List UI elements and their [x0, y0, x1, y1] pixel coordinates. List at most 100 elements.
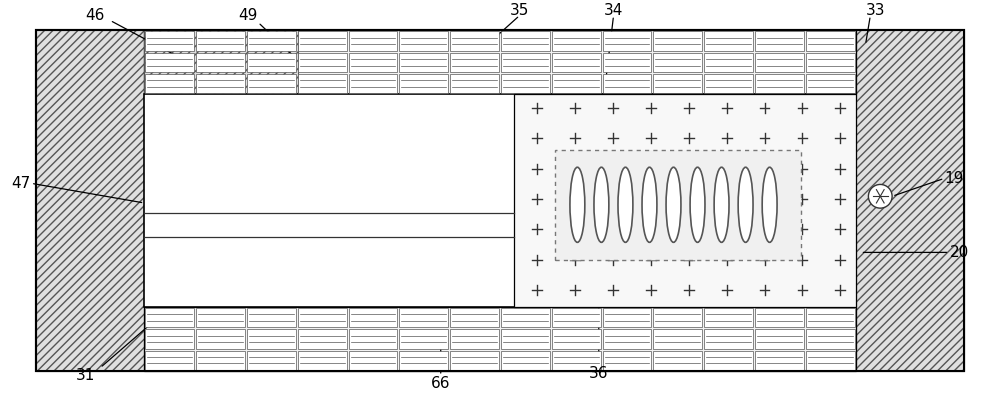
Text: 19: 19: [945, 171, 964, 186]
Bar: [704, 308, 753, 327]
Bar: [36, 30, 964, 371]
Bar: [399, 74, 448, 93]
Bar: [704, 52, 753, 72]
Bar: [145, 74, 194, 93]
Bar: [552, 31, 601, 50]
Bar: [653, 308, 702, 327]
Bar: [298, 329, 347, 349]
Bar: [399, 329, 448, 349]
Bar: [145, 52, 194, 72]
Bar: [450, 351, 499, 370]
Text: 46: 46: [85, 8, 105, 23]
Bar: [349, 52, 397, 72]
Bar: [755, 52, 804, 72]
Bar: [704, 31, 753, 50]
Bar: [145, 31, 194, 50]
Ellipse shape: [594, 167, 609, 242]
Bar: [653, 52, 702, 72]
Ellipse shape: [690, 167, 705, 242]
Bar: [806, 31, 855, 50]
Bar: [298, 351, 347, 370]
Bar: [501, 308, 550, 327]
Bar: [806, 52, 855, 72]
Bar: [399, 31, 448, 50]
Ellipse shape: [570, 167, 585, 242]
Bar: [247, 351, 296, 370]
Bar: [399, 308, 448, 327]
Bar: [36, 30, 144, 371]
Ellipse shape: [666, 167, 681, 242]
Bar: [450, 52, 499, 72]
Bar: [603, 308, 651, 327]
Bar: [704, 351, 753, 370]
Bar: [196, 351, 245, 370]
Circle shape: [868, 185, 892, 208]
Bar: [247, 74, 296, 93]
Ellipse shape: [762, 167, 777, 242]
Bar: [450, 329, 499, 349]
Bar: [298, 308, 347, 327]
Bar: [144, 30, 298, 94]
Bar: [145, 308, 194, 327]
Text: 33: 33: [866, 3, 885, 18]
Bar: [704, 74, 753, 93]
Bar: [552, 329, 601, 349]
Text: 49: 49: [238, 8, 258, 23]
Bar: [144, 307, 856, 371]
Bar: [806, 308, 855, 327]
Bar: [196, 74, 245, 93]
Bar: [603, 74, 651, 93]
Text: 34: 34: [604, 3, 623, 18]
Ellipse shape: [618, 167, 633, 242]
Text: 36: 36: [589, 366, 609, 382]
Bar: [247, 31, 296, 50]
Bar: [399, 351, 448, 370]
Bar: [450, 308, 499, 327]
Ellipse shape: [642, 167, 657, 242]
Bar: [653, 329, 702, 349]
Bar: [514, 94, 856, 307]
Bar: [501, 52, 550, 72]
Ellipse shape: [738, 167, 753, 242]
Bar: [755, 351, 804, 370]
Bar: [603, 329, 651, 349]
Bar: [552, 351, 601, 370]
Bar: [806, 351, 855, 370]
Bar: [349, 31, 397, 50]
Bar: [36, 30, 964, 371]
Bar: [349, 74, 397, 93]
Bar: [349, 329, 397, 349]
Bar: [653, 351, 702, 370]
Bar: [603, 52, 651, 72]
Bar: [501, 329, 550, 349]
Bar: [298, 52, 347, 72]
Bar: [755, 308, 804, 327]
Text: 35: 35: [510, 3, 529, 18]
Bar: [653, 74, 702, 93]
Bar: [196, 52, 245, 72]
Bar: [755, 74, 804, 93]
Bar: [704, 329, 753, 349]
Bar: [603, 351, 651, 370]
Bar: [399, 52, 448, 72]
Bar: [298, 31, 347, 50]
Bar: [755, 31, 804, 50]
Text: 47: 47: [11, 176, 31, 191]
Bar: [247, 52, 296, 72]
Bar: [450, 31, 499, 50]
Bar: [144, 30, 856, 94]
Bar: [196, 31, 245, 50]
Bar: [603, 31, 651, 50]
Bar: [552, 308, 601, 327]
Bar: [552, 74, 601, 93]
Bar: [501, 351, 550, 370]
Bar: [196, 329, 245, 349]
Bar: [552, 52, 601, 72]
Bar: [247, 329, 296, 349]
Bar: [247, 308, 296, 327]
Text: 20: 20: [950, 245, 969, 260]
Text: 31: 31: [75, 368, 95, 384]
Bar: [806, 74, 855, 93]
Bar: [349, 308, 397, 327]
Bar: [144, 94, 856, 307]
